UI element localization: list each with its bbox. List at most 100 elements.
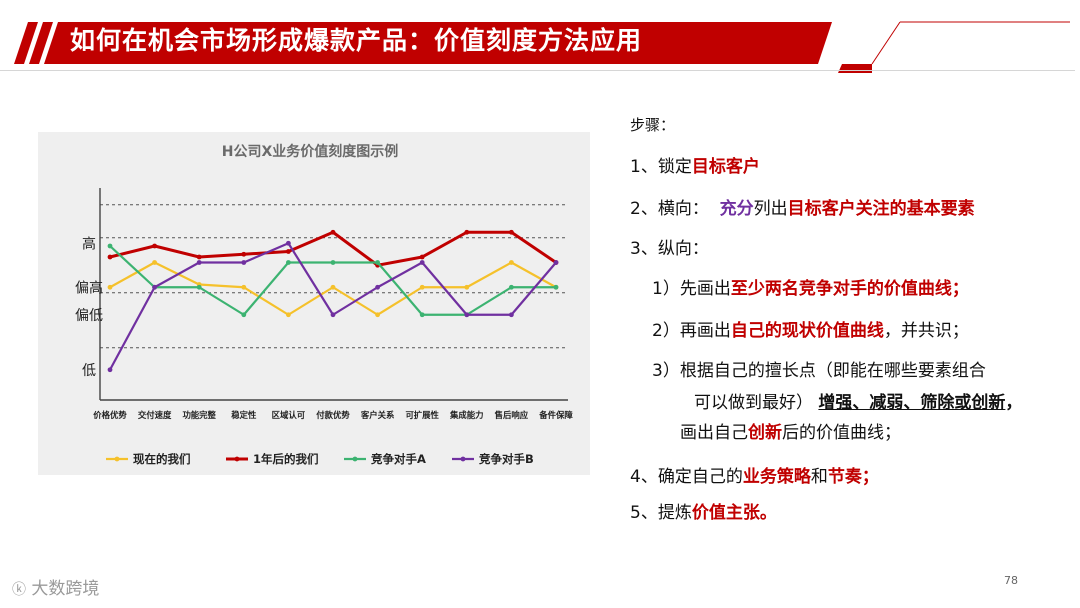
data-point — [553, 284, 559, 290]
data-point — [419, 284, 425, 290]
x-tick-label: 交付速度 — [138, 410, 172, 420]
data-point — [375, 260, 380, 265]
data-point — [330, 229, 336, 235]
y-tick-label: 低 — [82, 363, 96, 379]
data-point — [241, 251, 247, 257]
x-tick-label: 集成能力 — [449, 410, 484, 420]
data-point — [152, 260, 157, 265]
value-curve-chart: H公司X业务价值刻度图示例 低 偏低 偏高 高价格优势 交付速度 功能完整 稳定性 区域认可付… — [75, 143, 573, 466]
step-3-3-line2-suffix: ， — [1005, 393, 1023, 413]
data-point — [464, 312, 470, 318]
step-4: 4、确定自己的业务策略和节奏； — [630, 462, 879, 487]
legend-marker — [352, 456, 358, 462]
step-4-highlight-1: 业务策略 — [742, 467, 811, 487]
data-point — [196, 254, 202, 260]
data-point — [286, 249, 291, 254]
step-3-3-line1: 3）根据自己的擅长点（即能在哪些要素组合 — [652, 361, 986, 381]
data-point — [152, 243, 157, 249]
data-point — [509, 284, 514, 290]
step-3-2-highlight: 自己的现状价值曲线 — [730, 321, 884, 341]
step-3-3-line3-text: 画出自己 — [680, 423, 748, 443]
data-point — [375, 312, 380, 318]
x-tick-label: 区域认可 — [272, 410, 306, 420]
legend-label: 竞争对手A — [371, 452, 426, 466]
step-4-text: 4、确定自己的 — [630, 467, 743, 487]
header-stripe-left-1 — [14, 22, 38, 64]
step-2: 2、横向： 充分列出目标客户关注的基本要素 — [630, 194, 975, 219]
data-point — [553, 260, 559, 265]
step-3-1-text: 1）先画出 — [652, 279, 731, 299]
chart-panel: H公司X业务价值刻度图示例 低 偏低 偏高 高价格优势 交付速度 功能完整 稳定性 区域认可付… — [38, 132, 590, 475]
x-tick-label: 稳定性 — [231, 410, 257, 420]
header-underline — [0, 70, 1075, 71]
data-point — [330, 260, 336, 265]
data-point — [107, 254, 113, 260]
step-2-emphasis: 充分 — [719, 199, 754, 219]
steps-heading: 步骤： — [630, 116, 676, 134]
data-point — [419, 254, 425, 260]
header-red-band — [44, 22, 832, 64]
x-tick-label: 客户关系 — [360, 410, 395, 420]
data-point — [286, 260, 291, 265]
data-point — [419, 260, 425, 265]
step-2-highlight: 目标客户关注的基本要素 — [787, 199, 975, 219]
x-tick-label: 价格优势 — [93, 410, 127, 420]
step-3-3-line3: 画出自己创新后的价值曲线； — [680, 418, 901, 443]
step-5-text: 5、提炼 — [630, 503, 692, 523]
step-5-highlight: 价值主张。 — [691, 503, 777, 523]
step-2-text: 2、横向： — [630, 199, 720, 219]
series-line — [109, 245, 556, 316]
page-number: 78 — [1004, 574, 1018, 587]
x-tick-label: 可扩展性 — [405, 410, 439, 420]
header-stripe-left-2 — [29, 22, 53, 64]
legend-label: 1年后的我们 — [253, 452, 319, 466]
step-1: 1、锁定目标客户 — [630, 152, 760, 177]
step-3-3-line2-text: 可以做到最好） — [694, 393, 813, 413]
chart-title: H公司X业务价值刻度图示例 — [222, 143, 399, 160]
data-point — [419, 312, 425, 318]
data-point — [107, 367, 113, 373]
data-point — [196, 284, 202, 290]
y-tick-label: 高 — [82, 235, 96, 252]
data-point — [286, 312, 291, 318]
data-point — [152, 284, 157, 290]
step-3-1-highlight: 至少两名竞争对手的价值曲线； — [730, 279, 969, 299]
step-3-1: 1）先画出至少两名竞争对手的价值曲线； — [652, 274, 969, 299]
data-point — [330, 284, 336, 290]
x-tick-label: 备件保障 — [538, 410, 573, 420]
data-point — [241, 312, 247, 318]
legend-label: 竞争对手B — [479, 452, 534, 466]
x-tick-label: 付款优势 — [316, 410, 350, 420]
step-3-2: 2）再画出自己的现状价值曲线，并共识； — [652, 316, 969, 341]
y-tick-label: 偏低 — [75, 308, 103, 324]
step-3-2-text: 2）再画出 — [652, 321, 731, 341]
data-point — [107, 243, 113, 249]
step-3-2-suffix: ，并共识； — [883, 321, 969, 341]
watermark-text: 大数跨境 — [31, 579, 100, 599]
y-tick-label: 偏高 — [75, 279, 103, 296]
page-title: 如何在机会市场形成爆款产品：价值刻度方法应用 — [70, 26, 643, 55]
step-3: 3、纵向： — [630, 239, 709, 259]
data-point — [107, 284, 113, 290]
watermark: ⓚ 大数跨境 — [12, 574, 99, 599]
header-accent-slash — [871, 21, 901, 65]
legend-label: 现在的我们 — [133, 452, 191, 466]
data-point — [196, 260, 202, 265]
data-point — [509, 229, 514, 235]
data-point — [375, 284, 380, 290]
legend-marker — [460, 456, 466, 462]
x-tick-label: 售后响应 — [494, 410, 529, 420]
step-3-3-line3-suffix: 后的价值曲线； — [782, 423, 901, 443]
x-tick-label: 功能完整 — [182, 410, 216, 420]
step-4-highlight-2: 节奏； — [827, 467, 879, 487]
legend-marker — [234, 456, 240, 462]
step-1-highlight: 目标客户 — [691, 157, 760, 177]
data-point — [464, 229, 470, 235]
data-point — [241, 284, 247, 290]
data-point — [464, 284, 470, 290]
data-point — [330, 312, 336, 318]
data-point — [509, 312, 514, 318]
step-2-mid: 列出 — [753, 199, 788, 219]
data-point — [509, 260, 514, 265]
step-1-text: 1、锁定 — [630, 157, 692, 177]
